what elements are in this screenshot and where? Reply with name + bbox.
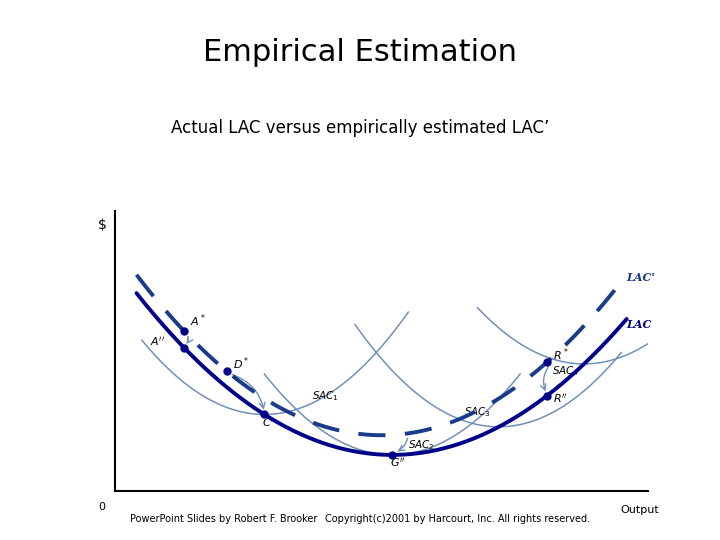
- Text: $C'$: $C'$: [262, 416, 274, 429]
- Text: $G''$: $G''$: [390, 456, 405, 469]
- Text: $SAC_2$: $SAC_2$: [408, 438, 435, 452]
- Text: Empirical Estimation: Empirical Estimation: [203, 38, 517, 67]
- Text: $R''$: $R''$: [553, 392, 568, 405]
- Text: $SAC_3$: $SAC_3$: [464, 405, 491, 419]
- Text: PowerPoint Slides by Robert F. Brooker: PowerPoint Slides by Robert F. Brooker: [130, 514, 317, 524]
- Text: $A''$: $A''$: [150, 335, 165, 348]
- Text: $SAC_4$: $SAC_4$: [552, 364, 579, 378]
- Text: Actual LAC versus empirically estimated LAC’: Actual LAC versus empirically estimated …: [171, 119, 549, 137]
- Text: 0: 0: [99, 502, 105, 512]
- Text: $A^*$: $A^*$: [190, 313, 206, 329]
- Text: LAC: LAC: [626, 319, 652, 330]
- Text: $R^*$: $R^*$: [553, 346, 569, 363]
- Text: LAC': LAC': [626, 272, 655, 283]
- Text: Output: Output: [621, 505, 660, 515]
- Text: Copyright(c)2001 by Harcourt, Inc. All rights reserved.: Copyright(c)2001 by Harcourt, Inc. All r…: [325, 514, 590, 524]
- Text: $SAC_1$: $SAC_1$: [312, 389, 339, 403]
- Text: $D^*$: $D^*$: [233, 355, 250, 372]
- Text: $: $: [97, 218, 107, 232]
